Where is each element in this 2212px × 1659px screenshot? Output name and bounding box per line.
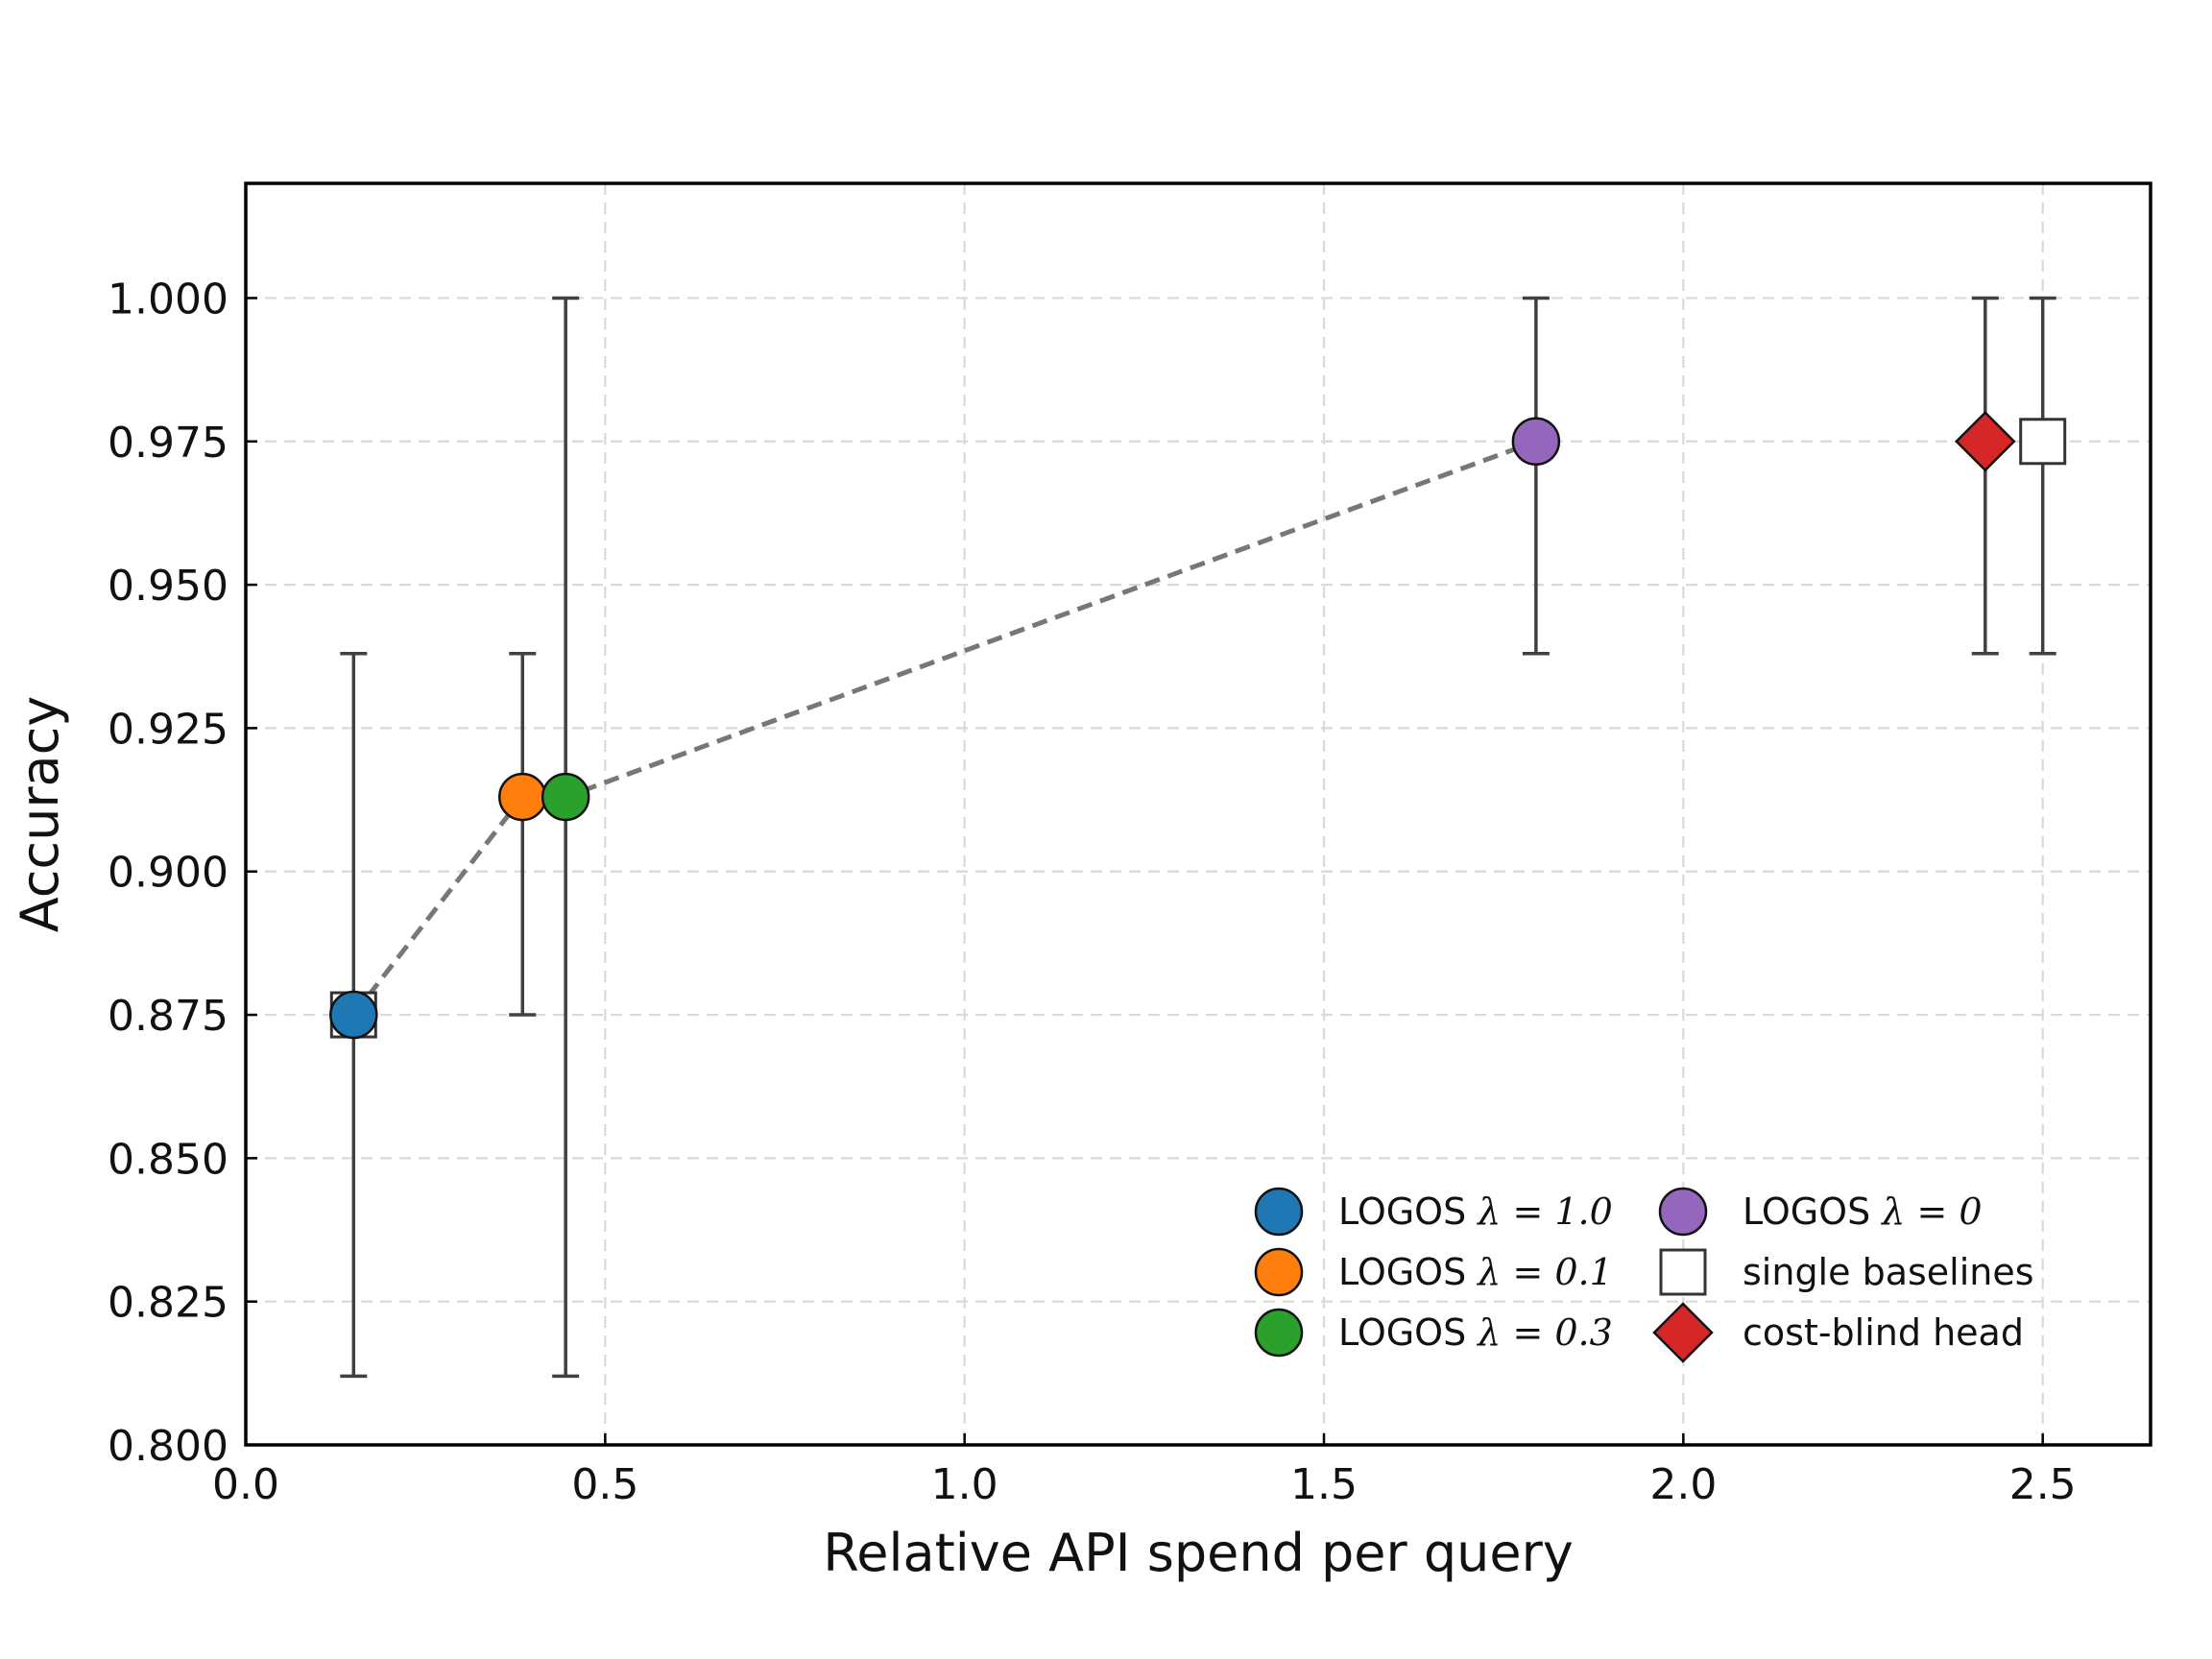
plot-frame <box>244 181 2152 1447</box>
legend-label: LOGOS λ = 0.1 <box>1338 1251 1613 1293</box>
legend-marker <box>1652 1302 1714 1363</box>
legend-marker <box>1254 1187 1304 1237</box>
legend-label: single baselines <box>1743 1251 2034 1293</box>
x-tick-label: 1.5 <box>1290 1460 1358 1509</box>
logos-point-marker <box>541 772 590 822</box>
y-tick-label: 0.850 <box>108 1135 228 1184</box>
y-tick-label: 0.975 <box>108 419 228 468</box>
x-tick-label: 2.0 <box>1649 1460 1717 1509</box>
y-tick-label: 0.800 <box>108 1422 228 1471</box>
legend: LOGOS λ = 1.0 LOGOS λ = 0.1 LOGOS λ = 0.3 L… <box>1254 1187 2034 1363</box>
ticks: 0.0 0.5 1.0 1.5 2.0 2.5 0.800 0.825 0.850 0.875 0.… <box>108 275 2077 1509</box>
legend-label: LOGOS λ = 1.0 <box>1338 1190 1613 1233</box>
x-tick-label: 1.0 <box>931 1460 998 1509</box>
baseline-square-marker <box>2019 418 2067 466</box>
cost-blind-diamond-marker <box>1955 411 2016 472</box>
logos-point-marker <box>497 772 547 822</box>
markers <box>329 411 2067 1040</box>
x-tick-label: 2.5 <box>2009 1460 2077 1509</box>
x-tick-label: 0.5 <box>571 1460 638 1509</box>
legend-label: LOGOS λ = 0.3 <box>1338 1311 1613 1354</box>
legend-marker <box>1254 1247 1304 1297</box>
y-tick-label: 0.875 <box>108 992 228 1041</box>
legend-marker <box>1254 1308 1304 1358</box>
y-tick-label: 0.950 <box>108 562 228 611</box>
legend-label: LOGOS λ = 0 <box>1743 1190 1983 1233</box>
y-tick-label: 0.900 <box>108 849 228 898</box>
y-axis-title: Accuracy <box>10 696 70 933</box>
logos-point-marker <box>329 990 378 1040</box>
legend-marker <box>1659 1248 1707 1296</box>
grid <box>246 183 2151 1445</box>
legend-label: cost-blind head <box>1743 1311 2024 1354</box>
x-axis-title: Relative API spend per query <box>823 1523 1574 1583</box>
legend-marker <box>1658 1187 1708 1237</box>
y-tick-label: 1.000 <box>108 275 228 324</box>
x-tick-label: 0.0 <box>212 1460 279 1509</box>
y-tick-label: 0.825 <box>108 1279 228 1328</box>
y-tick-label: 0.925 <box>108 705 228 754</box>
logos-point-marker <box>1511 417 1561 467</box>
